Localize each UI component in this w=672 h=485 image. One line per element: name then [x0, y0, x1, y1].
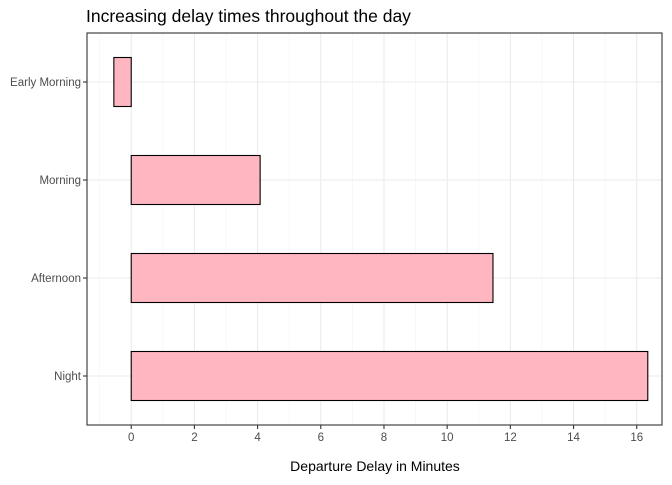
panel	[86, 32, 663, 426]
y-tick-label: Early Morning	[10, 77, 81, 89]
bars	[113, 56, 649, 402]
x-tick-label: 2	[191, 432, 197, 444]
x-tick-label: 6	[318, 432, 324, 444]
bar-afternoon	[130, 252, 494, 304]
bar-early-morning	[113, 56, 132, 108]
panel-border	[86, 32, 663, 426]
x-tick-label: 10	[441, 432, 454, 444]
chart-title: Increasing delay times throughout the da…	[86, 6, 411, 26]
x-axis: 0 2 4 6 8 10 12 14 16	[128, 425, 643, 444]
y-tick-label: Afternoon	[31, 273, 81, 285]
x-tick-label: 16	[630, 432, 643, 444]
y-tick-label: Morning	[39, 175, 81, 187]
x-tick-label: 12	[504, 432, 517, 444]
bar-night	[130, 350, 649, 402]
y-tick-label: Night	[54, 371, 82, 383]
x-tick-label: 4	[254, 432, 261, 444]
bar-morning	[130, 154, 261, 206]
x-tick-label: 0	[128, 432, 134, 444]
x-tick-label: 14	[567, 432, 580, 444]
x-tick-label: 8	[381, 432, 387, 444]
y-axis: Night Afternoon Morning Early Morning	[10, 77, 87, 383]
x-axis-title: Departure Delay in Minutes	[290, 458, 460, 474]
